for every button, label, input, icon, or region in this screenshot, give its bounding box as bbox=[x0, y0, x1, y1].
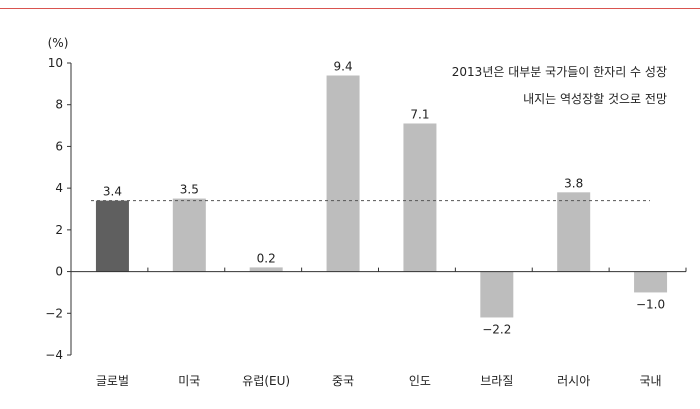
bar bbox=[95, 200, 129, 272]
category-label: 중국 bbox=[332, 374, 354, 388]
bar bbox=[403, 123, 437, 272]
bar-value-label: 0.2 bbox=[257, 251, 276, 265]
x-axis bbox=[71, 267, 687, 273]
bar bbox=[249, 267, 283, 272]
category-label: 국내 bbox=[640, 374, 662, 388]
chart-annotation: 2013년은 대부분 국가들이 한자리 수 성장 내지는 역성장할 것으로 전망 bbox=[452, 65, 667, 106]
y-tick-label: −4 bbox=[45, 348, 63, 362]
annotation-line-2: 내지는 역성장할 것으로 전망 bbox=[523, 92, 667, 106]
y-tick-label: −2 bbox=[45, 306, 63, 320]
bar-value-label: −2.2 bbox=[482, 322, 511, 336]
annotation-line-1: 2013년은 대부분 국가들이 한자리 수 성장 bbox=[452, 65, 667, 79]
y-tick-label: 4 bbox=[55, 181, 63, 195]
y-tick-label: 8 bbox=[55, 98, 63, 112]
bar-value-label: 3.4 bbox=[103, 185, 122, 199]
bar-value-label: 3.8 bbox=[564, 176, 583, 190]
bar bbox=[480, 271, 514, 318]
y-tick-label: 2 bbox=[55, 223, 63, 237]
bar bbox=[634, 271, 668, 293]
y-tick-label: 0 bbox=[55, 265, 63, 279]
bar-value-label: 7.1 bbox=[410, 107, 429, 121]
bar-value-label: 3.5 bbox=[180, 183, 199, 197]
bar bbox=[326, 75, 360, 272]
bar bbox=[172, 198, 206, 272]
bar-value-label: 9.4 bbox=[334, 60, 353, 74]
category-label: 미국 bbox=[178, 374, 200, 388]
y-unit-label: (%) bbox=[48, 36, 69, 50]
y-tick-label: 10 bbox=[48, 56, 63, 70]
bars-group: 3.4 글로벌 3.5 미국 0.2 유럽(EU) 9.4 중국 7.1 인도 −2.2 브라질 3.8… bbox=[91, 60, 668, 388]
y-tick-label: 6 bbox=[55, 139, 63, 153]
category-label: 글로벌 bbox=[96, 374, 129, 388]
category-label: 인도 bbox=[409, 374, 431, 388]
category-label: 브라질 bbox=[480, 374, 513, 388]
y-axis: −4 −2 0 2 4 6 8 10 bbox=[45, 56, 72, 362]
category-label: 유럽(EU) bbox=[242, 374, 290, 388]
bar bbox=[557, 192, 591, 272]
bar-value-label: −1.0 bbox=[636, 297, 665, 311]
category-label: 러시아 bbox=[557, 374, 590, 388]
top-border-line bbox=[0, 8, 700, 9]
